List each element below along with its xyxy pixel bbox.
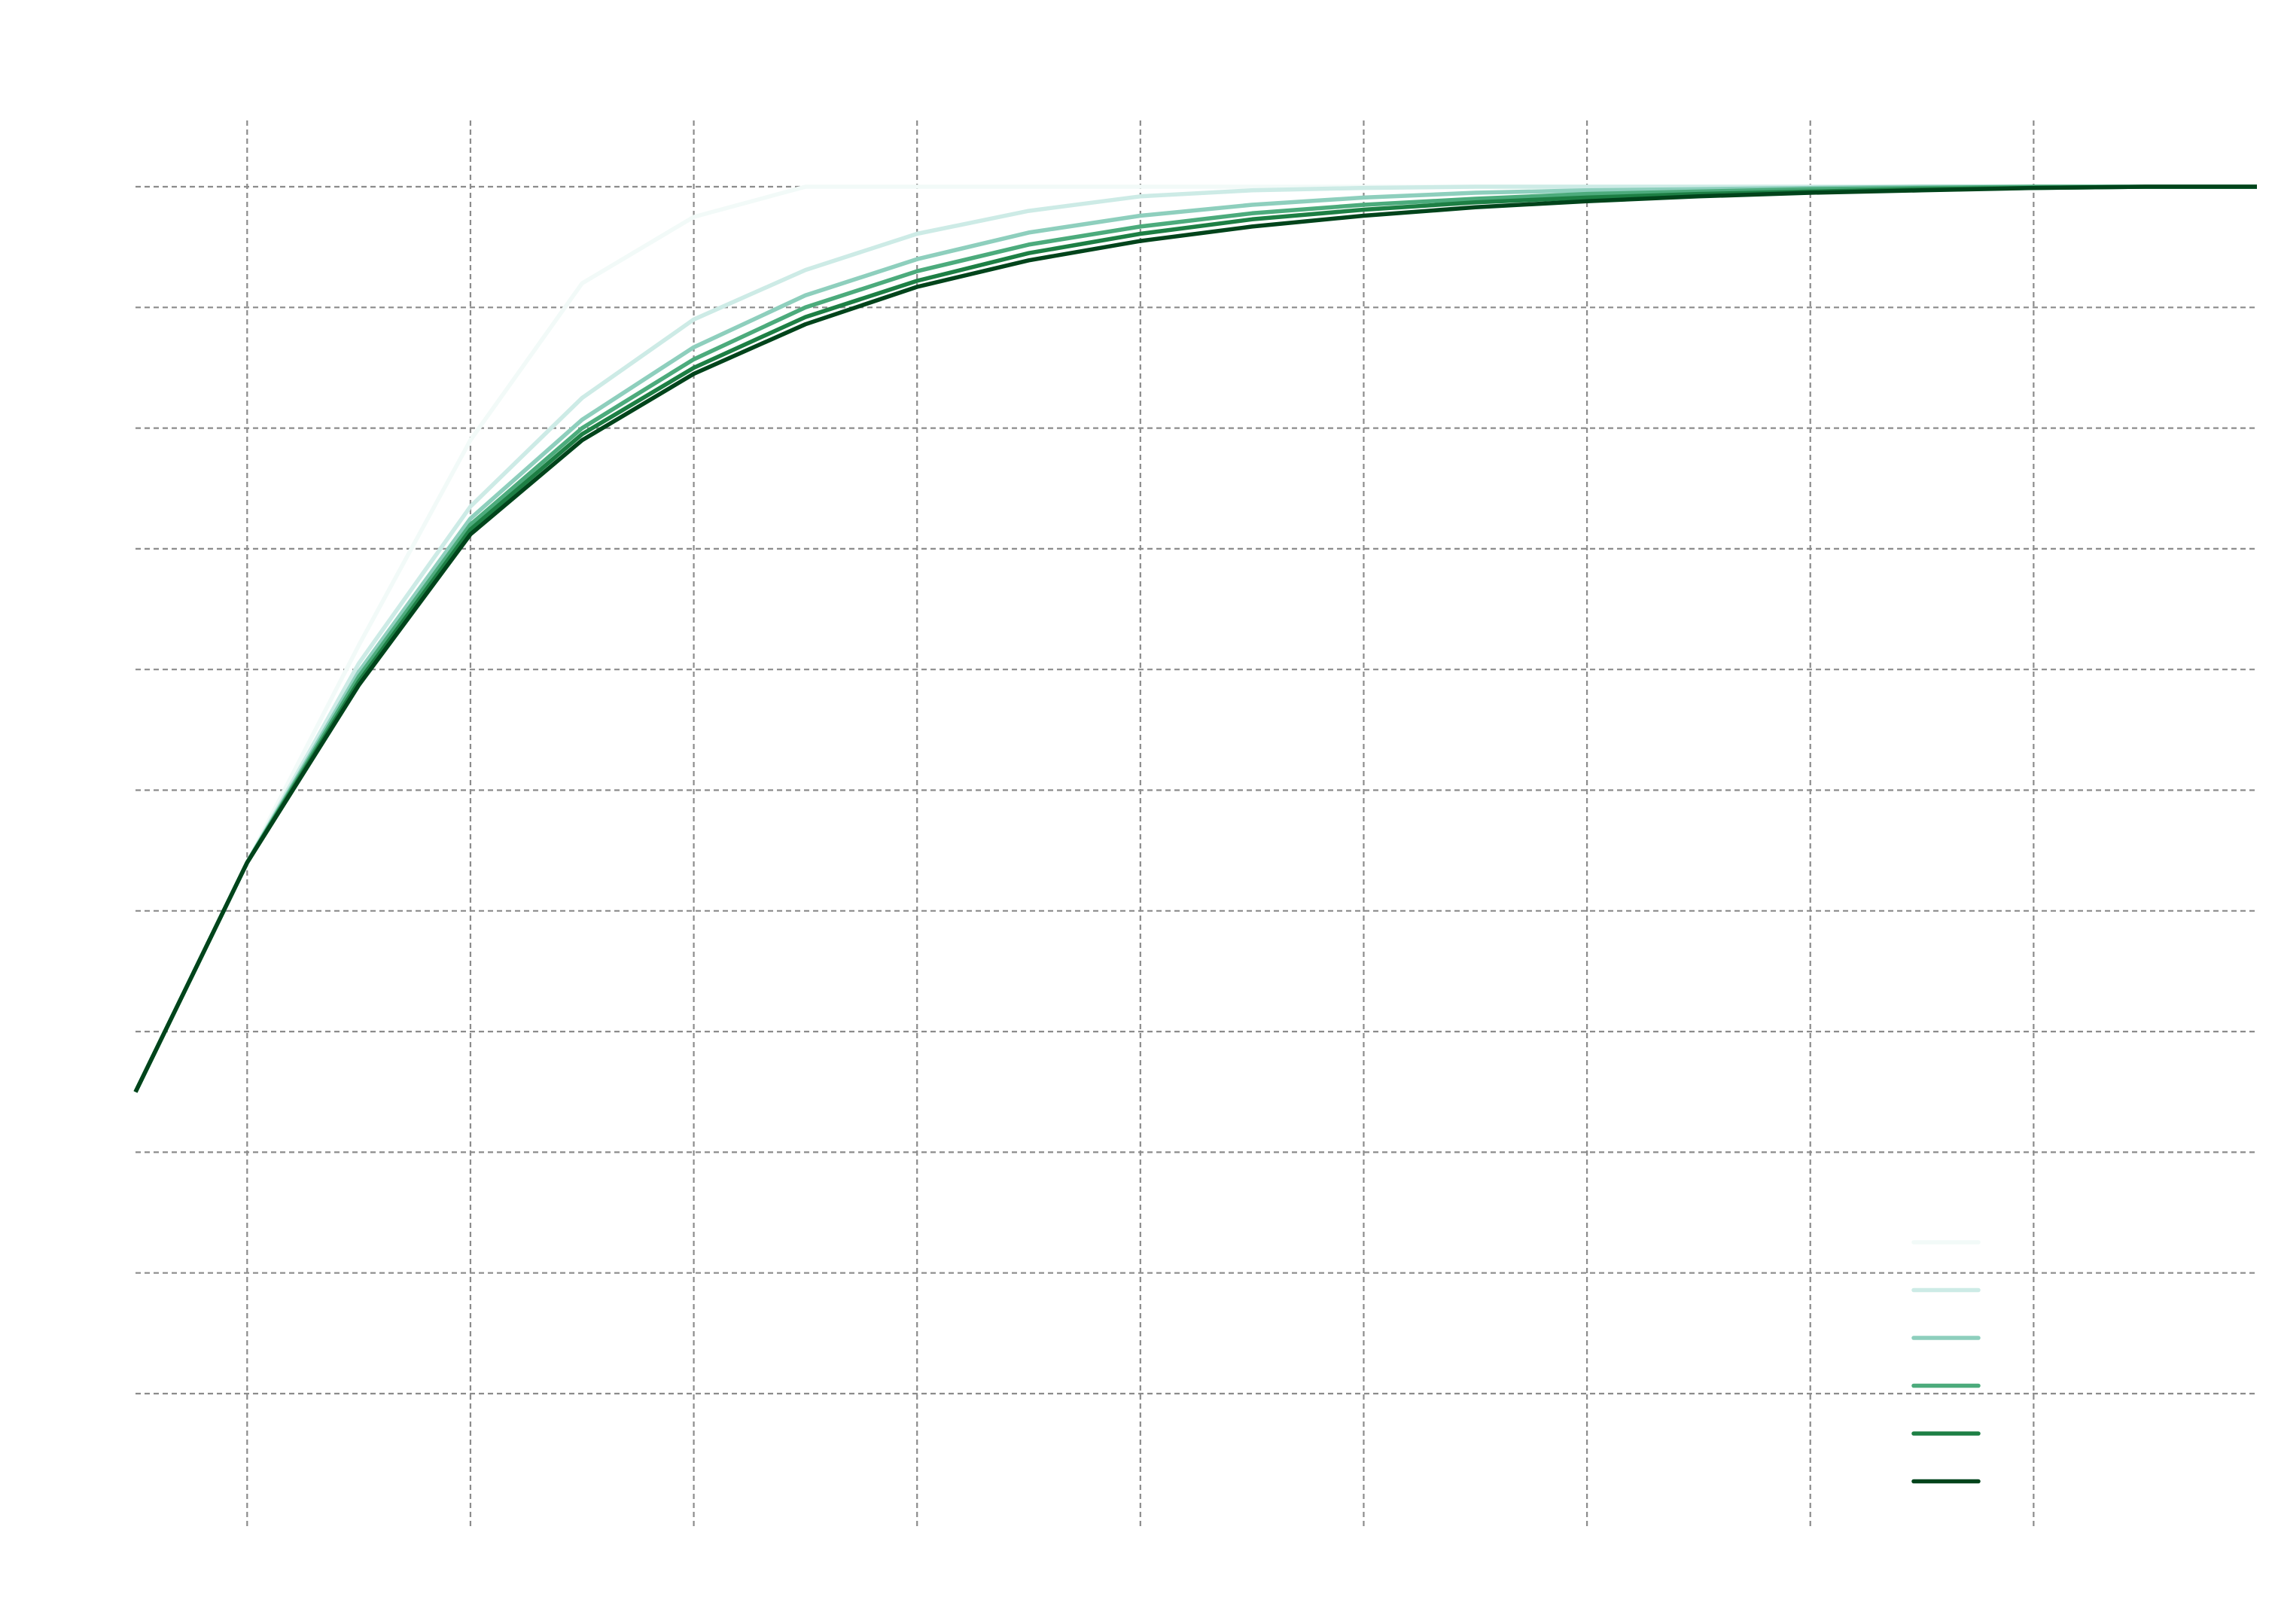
series-line-3: [133, 184, 2257, 1093]
series-line-6: [133, 184, 2257, 1093]
series-lines: [133, 184, 2257, 1093]
series-line-1: [133, 184, 2257, 1093]
grid: [136, 120, 2257, 1527]
legend: [1911, 1240, 1981, 1484]
series-line-2: [133, 184, 2257, 1093]
series-line-4: [133, 184, 2257, 1093]
series-line-5: [133, 184, 2257, 1093]
